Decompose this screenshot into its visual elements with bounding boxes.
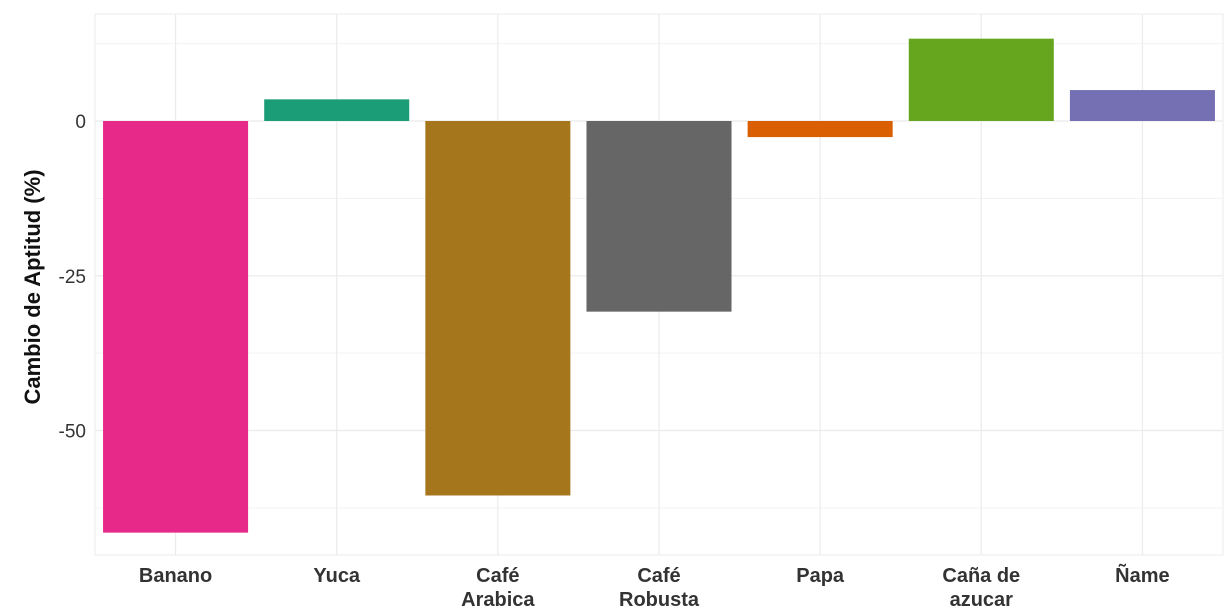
y-tick-label: -50 [59,422,86,443]
bar [586,121,732,312]
x-tick-label: Papa [796,565,845,587]
x-tick-label: Banano [139,565,212,587]
x-tick-label: Yuca [313,565,361,587]
x-tick-label: Caña de azucar [942,565,1020,611]
x-tick-label: Café Arabica [461,565,535,611]
x-tick-label: Café Robusta [619,565,700,611]
bar [1069,90,1215,121]
x-tick-label: Ñame [1115,564,1169,587]
bars [103,38,1215,533]
y-axis-ticks: 0 -25 -50 [59,112,86,443]
y-tick-label: 0 [75,112,86,133]
y-tick-label: -25 [59,267,86,288]
bar [103,121,249,533]
y-axis-title: Cambio de Aptitud (%) [20,169,45,404]
bar [425,121,571,496]
bar [264,99,410,121]
bar [747,121,893,138]
bar [908,38,1054,121]
x-axis-labels: Banano Yuca Café Arabica Café Robusta Papa Caña… [139,564,1170,611]
